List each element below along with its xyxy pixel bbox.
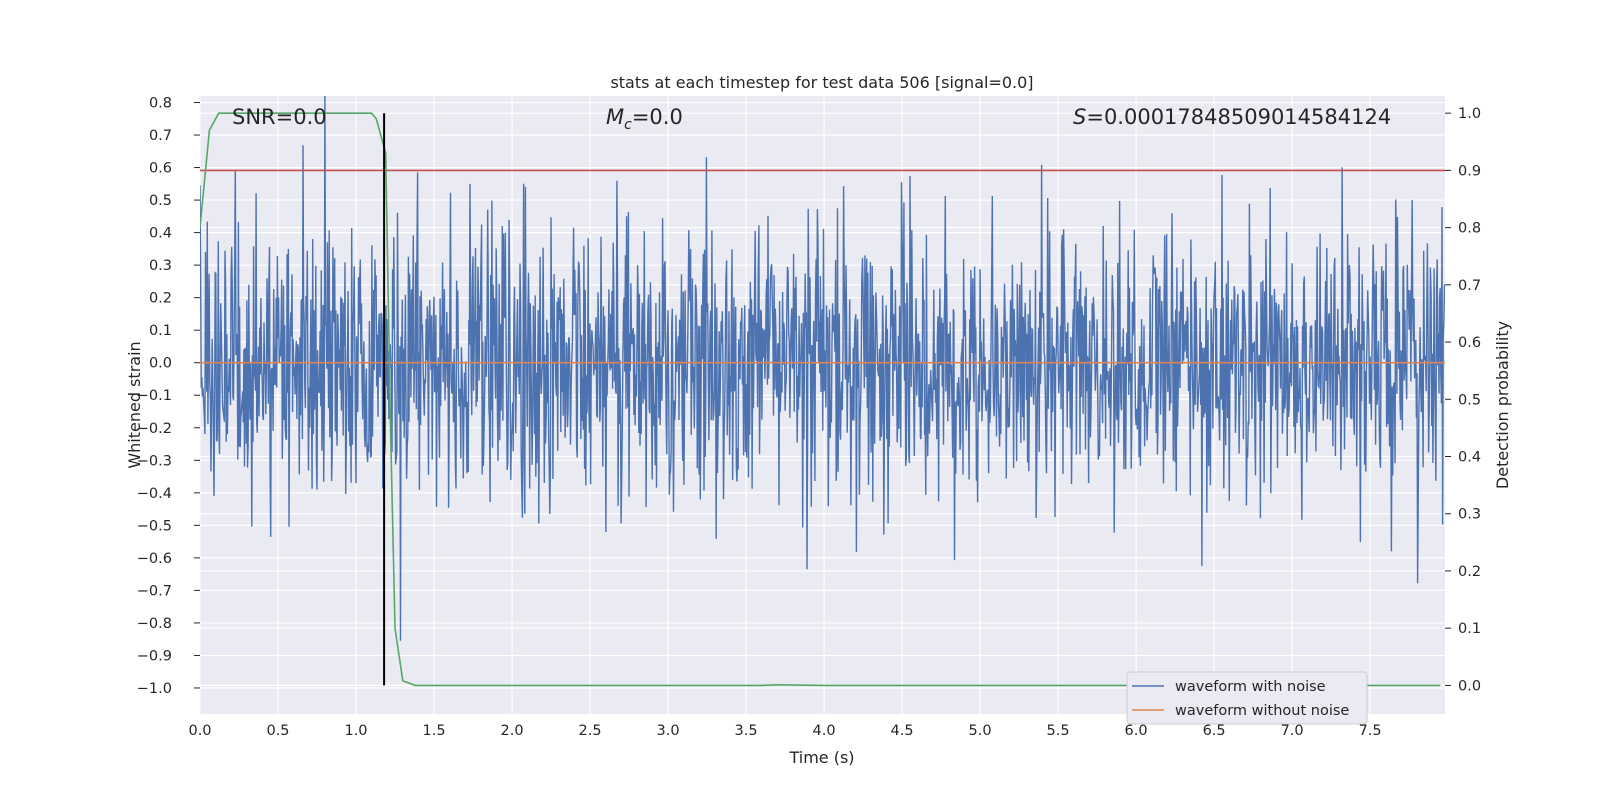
y-axis-label: Whitened strain — [125, 341, 144, 468]
y2-tick-label: 1.0 — [1458, 106, 1481, 122]
mc-subscript: c — [624, 117, 632, 133]
y-tick-label: −0.5 — [137, 518, 172, 534]
y-tick-label: −0.2 — [137, 421, 172, 437]
x-tick-label: 1.0 — [344, 723, 367, 739]
x-tick-label: 6.5 — [1203, 723, 1226, 739]
series-waveform-with-noise — [200, 96, 1445, 641]
y-tick-label: −0.9 — [137, 648, 172, 664]
y-tick-label: 0.6 — [149, 161, 172, 177]
y-tick-label: −1.0 — [137, 681, 172, 697]
y-tick-label: −0.7 — [137, 583, 172, 599]
x-tick-label: 7.5 — [1359, 723, 1382, 739]
y-tick-label: −0.3 — [137, 453, 172, 469]
y2-tick-label: 0.2 — [1458, 564, 1481, 580]
y2-tick-label: 0.7 — [1458, 278, 1481, 294]
y-tick-label: 0.5 — [149, 193, 172, 209]
x-tick-label: 4.0 — [813, 723, 836, 739]
mc-symbol: M — [606, 105, 624, 129]
mc-annotation: Mc=0.0 — [606, 105, 683, 133]
x-tick-label: 1.5 — [422, 723, 445, 739]
x-tick-label: 4.5 — [891, 723, 914, 739]
y-tick-label: 0.4 — [149, 226, 172, 242]
legend-label-without-noise: waveform without noise — [1175, 703, 1349, 719]
x-tick-label: 5.5 — [1047, 723, 1070, 739]
y-tick-label: 0.3 — [149, 258, 172, 274]
snr-annotation: SNR=0.0 — [232, 105, 327, 129]
x-tick-label: 7.0 — [1281, 723, 1304, 739]
y-tick-label: 0.8 — [149, 96, 172, 112]
legend: waveform with noise waveform without noi… — [1126, 671, 1368, 725]
y2-axis-label: Detection probability — [1493, 321, 1512, 489]
y2-tick-label: 0.1 — [1458, 621, 1481, 637]
axes: 0.0 0.5 1.0 1.5 2.0 2.5 3.0 3.5 4.0 4.5 5.0 5.5 6.0 6… — [137, 96, 1481, 739]
s-annotation: S=0.00017848509014584124 — [1073, 105, 1391, 129]
y2-tick-label: 0.6 — [1458, 335, 1481, 351]
y2-tick-label: 0.4 — [1458, 450, 1481, 466]
x-tick-label: 0.5 — [266, 723, 289, 739]
series-layer — [200, 96, 1445, 687]
y-tick-label: −0.4 — [137, 486, 172, 502]
x-tick-label: 0.0 — [188, 723, 211, 739]
s-symbol: S — [1073, 105, 1086, 129]
x-tick-label: 5.0 — [969, 723, 992, 739]
y-tick-label: 0.0 — [149, 356, 172, 372]
y-tick-label: 0.1 — [149, 323, 172, 339]
chart-title: stats at each timestep for test data 506… — [610, 73, 1033, 92]
x-tick-label: 2.0 — [500, 723, 523, 739]
y2-tick-label: 0.5 — [1458, 392, 1481, 408]
x-tick-label: 3.0 — [657, 723, 680, 739]
x-axis-label: Time (s) — [788, 748, 854, 767]
y-tick-label: 0.7 — [149, 128, 172, 144]
y2-tick-label: 0.3 — [1458, 507, 1481, 523]
series-detection-probability — [200, 112, 1441, 687]
s-value: =0.00017848509014584124 — [1086, 105, 1391, 129]
x-tick-label: 3.5 — [735, 723, 758, 739]
y-tick-label: −0.6 — [137, 551, 172, 567]
y-tick-label: −0.1 — [137, 388, 172, 404]
mc-value: =0.0 — [632, 105, 683, 129]
legend-box — [1126, 671, 1368, 725]
y2-tick-label: 0.8 — [1458, 221, 1481, 237]
y2-tick-label: 0.9 — [1458, 163, 1481, 179]
x-tick-label: 2.5 — [579, 723, 602, 739]
legend-label-with-noise: waveform with noise — [1175, 679, 1326, 695]
y-tick-label: 0.2 — [149, 291, 172, 307]
y-tick-label: −0.8 — [137, 616, 172, 632]
y2-tick-label: 0.0 — [1458, 678, 1481, 694]
x-tick-label: 6.0 — [1125, 723, 1148, 739]
